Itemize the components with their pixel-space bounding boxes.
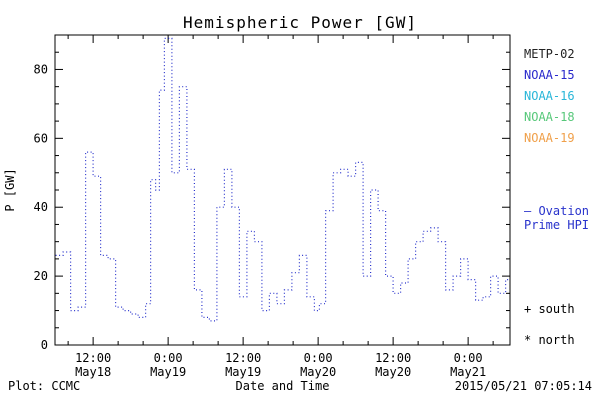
svg-text:May21: May21 <box>450 365 486 379</box>
svg-text:0: 0 <box>41 338 48 352</box>
svg-text:12:00: 12:00 <box>225 351 261 365</box>
svg-text:0:00: 0:00 <box>304 351 333 365</box>
svg-text:May20: May20 <box>375 365 411 379</box>
ovation-legend-line2: Prime HPI <box>524 218 590 232</box>
plot-credit: Plot: CCMC <box>8 379 81 393</box>
satellite-legend: METP-02 NOAA-15 NOAA-16 NOAA-18 NOAA-19 <box>524 48 575 145</box>
svg-text:0:00: 0:00 <box>454 351 483 365</box>
svg-text:May18: May18 <box>75 365 111 379</box>
north-marker-label: * north <box>524 333 575 347</box>
x-axis-label: Date and Time <box>235 379 330 393</box>
ovation-prime-legend: – Ovation Prime HPI <box>524 204 589 232</box>
legend-item-metp-02: METP-02 <box>524 47 575 61</box>
svg-text:12:00: 12:00 <box>375 351 411 365</box>
svg-text:60: 60 <box>34 131 48 145</box>
svg-text:May19: May19 <box>225 365 261 379</box>
plot-timestamp: 2015/05/21 07:05:14 <box>454 379 592 393</box>
south-marker-label: + south <box>524 302 575 316</box>
svg-text:12:00: 12:00 <box>75 351 111 365</box>
legend-item-noaa-18: NOAA-18 <box>524 110 575 124</box>
legend-item-noaa-19: NOAA-19 <box>524 131 575 145</box>
legend-item-noaa-15: NOAA-15 <box>524 68 575 82</box>
svg-text:40: 40 <box>34 200 48 214</box>
svg-text:P [GW]: P [GW] <box>3 168 17 211</box>
svg-text:May20: May20 <box>300 365 336 379</box>
legend-item-noaa-16: NOAA-16 <box>524 89 575 103</box>
ovation-legend-line1: – Ovation <box>524 204 590 218</box>
svg-text:0:00: 0:00 <box>154 351 183 365</box>
svg-text:May19: May19 <box>150 365 186 379</box>
svg-text:80: 80 <box>34 62 48 76</box>
chart-title: Hemispheric Power [GW] <box>183 13 417 32</box>
svg-text:20: 20 <box>34 269 48 283</box>
